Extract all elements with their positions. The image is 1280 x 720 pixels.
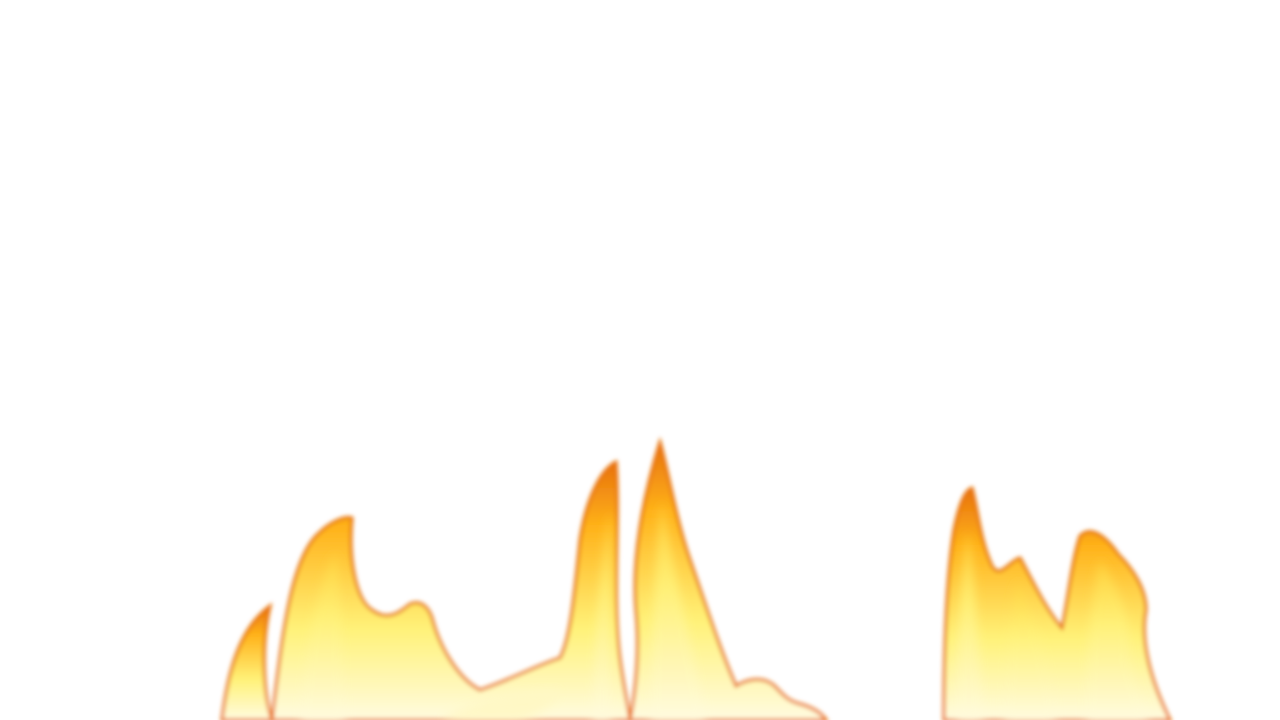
flame-cores-right — [956, 530, 1150, 720]
flame-tongue — [220, 602, 274, 720]
flame-cores-left — [300, 500, 706, 720]
flame-tongue — [270, 459, 632, 720]
